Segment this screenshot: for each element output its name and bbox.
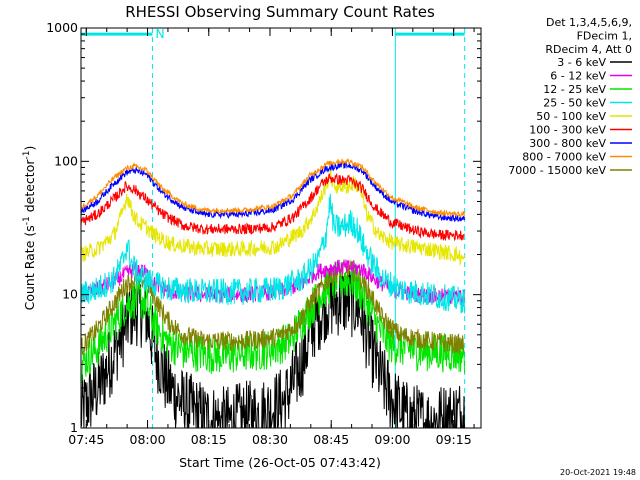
legend-entry: 6 - 12 keV: [550, 70, 606, 83]
legend-entry: 50 - 100 keV: [536, 110, 606, 123]
y-tick-label: 10: [62, 287, 78, 302]
x-tick-label: 09:00: [374, 432, 410, 447]
night-label: N: [155, 26, 164, 41]
legend-entry: 12 - 25 keV: [543, 83, 606, 96]
x-axis: 07:45 08:00 08:15 08:30 08:45 09:00 09:15: [68, 28, 475, 447]
info-line: Det 1,3,4,5,6,9,: [546, 16, 632, 29]
y-axis: 1 10 100 1000: [46, 20, 481, 435]
x-tick-label: 08:15: [191, 432, 227, 447]
legend-entry: 7000 - 15000 keV: [508, 164, 606, 177]
legend-entry: 3 - 6 keV: [557, 56, 606, 69]
chart-title: RHESSI Observing Summary Count Rates: [125, 3, 435, 21]
y-tick-label: 100: [54, 153, 78, 168]
x-tick-label: 08:00: [130, 432, 166, 447]
series-line: [80, 157, 465, 218]
footer-date: 20-Oct-2021 19:48: [560, 468, 636, 477]
series-line: [80, 167, 465, 267]
x-axis-label: Start Time (26-Oct-05 07:43:42): [179, 455, 381, 470]
series-line: [80, 259, 465, 355]
detector-info: Det 1,3,4,5,6,9,FDecim 1,RDecim 4, Att 0: [545, 16, 632, 56]
info-line: FDecim 1,: [577, 30, 632, 43]
info-line: RDecim 4, Att 0: [545, 43, 632, 56]
plot-series: [80, 157, 465, 429]
legend-entry: 25 - 50 keV: [543, 97, 606, 110]
legend-entry: 100 - 300 keV: [529, 124, 606, 137]
series-line: [80, 193, 465, 314]
y-axis-label: Count Rate (s-1 detector-1): [22, 146, 37, 311]
x-tick-label: 08:30: [252, 432, 288, 447]
legend-entry: 300 - 800 keV: [529, 137, 606, 150]
series-line: [80, 261, 465, 384]
plot-frame: [80, 27, 482, 429]
series-line: [80, 172, 465, 242]
x-tick-label: 08:45: [313, 432, 349, 447]
x-tick-label: 07:45: [68, 432, 104, 447]
legend-entry: 800 - 7000 keV: [522, 151, 606, 164]
y-tick-label: 1: [70, 420, 78, 435]
y-tick-label: 1000: [46, 20, 78, 35]
series-line: [80, 160, 465, 223]
x-tick-label: 09:15: [436, 432, 472, 447]
